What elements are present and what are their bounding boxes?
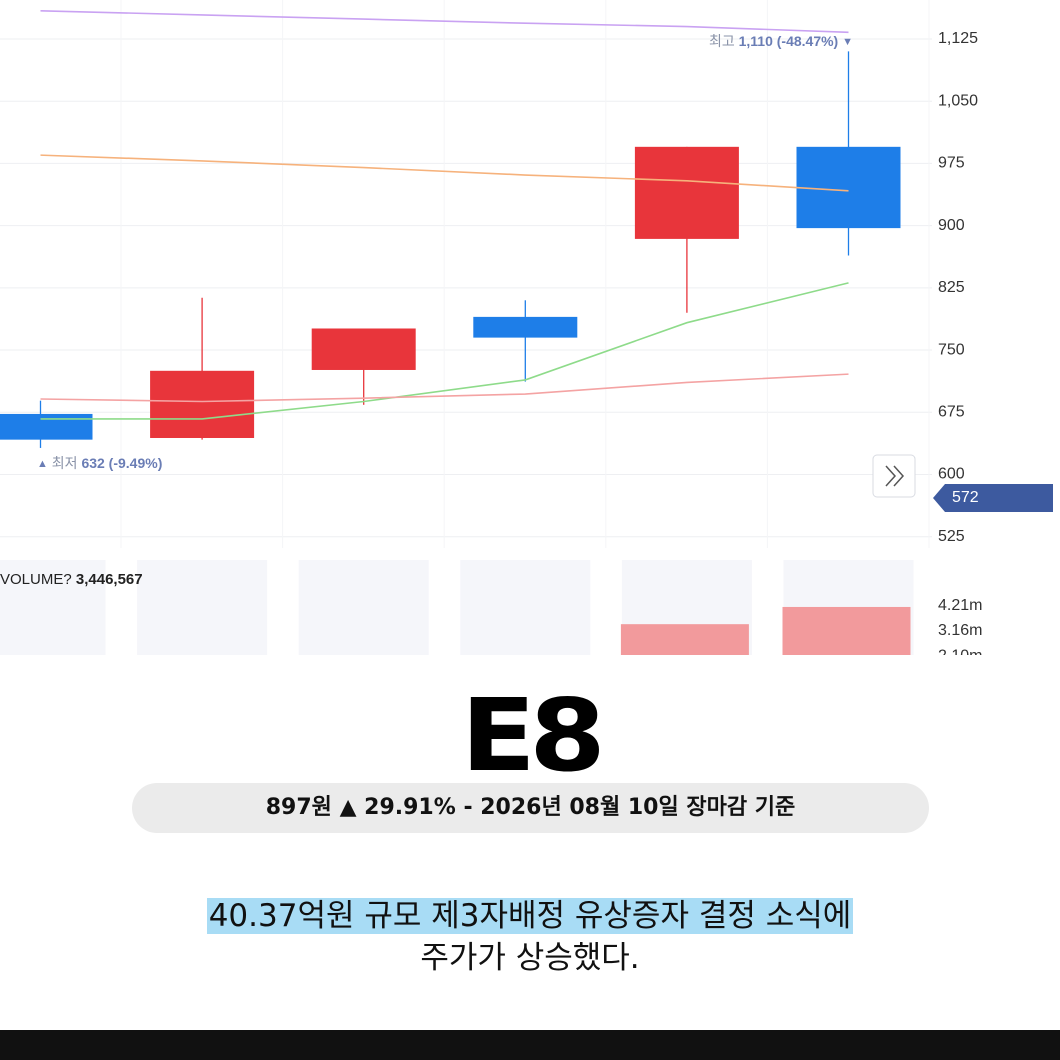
volume-band (460, 560, 591, 655)
y-tick-label: 1,050 (938, 92, 978, 109)
y-tick-label: 750 (938, 341, 965, 358)
volume-band (0, 560, 106, 655)
high-annotation: 최고 1,110 (-48.47%) ▼ (709, 33, 853, 49)
low-annotation: ▲ 최저 632 (-9.49%) (37, 455, 162, 471)
volume-band (137, 560, 268, 655)
volume-tick-label: 4.21m (938, 597, 982, 614)
candle-body (0, 413, 93, 440)
current-price: 572 (952, 489, 979, 506)
volume-title-text: VOLUME? (0, 571, 72, 588)
y-tick-label: 525 (938, 528, 965, 545)
headline: 40.37억원 규모 제3자배정 유상증자 결정 소식에 주가가 상승했다. (0, 895, 1060, 979)
y-tick-label: 1,125 (938, 30, 978, 47)
chart: 4.21m 3.16m 2.10m 525 600 675 750 825 900 975 1,0… (0, 0, 1053, 655)
scroll-icon[interactable] (885, 465, 905, 487)
volume-bar (782, 606, 911, 655)
candle-body (796, 146, 901, 229)
high-label: 1,110 (-48.47%) (739, 33, 839, 49)
volume-readout: 3,446,567 (76, 571, 143, 588)
candle-body (150, 370, 255, 438)
y-tick-label: 825 (938, 279, 965, 296)
low-label: 632 (-9.49%) (81, 455, 162, 471)
headline-line1: 40.37억원 규모 제3자배정 유상증자 결정 소식에 (206, 898, 854, 934)
y-tick-label: 975 (938, 155, 965, 172)
moving-average-line (40, 9, 849, 34)
volume-tick-label: 3.16m (938, 622, 982, 639)
moving-average-line (40, 154, 849, 192)
high-arrow: ▼ (842, 36, 853, 48)
candle-body (473, 316, 578, 338)
y-tick-label: 675 (938, 403, 965, 420)
caption-area: E8 897원 ▲ 29.91% - 2026년 08월 10일 장마감 기준 … (0, 655, 1060, 1060)
price-tag (933, 484, 1053, 512)
high-prefix: 최고 (709, 33, 735, 49)
volume-title: VOLUME? 3,446,567 (0, 571, 143, 588)
headline-line2: 주가가 상승했다. (420, 940, 640, 976)
y-tick-label: 600 (938, 466, 965, 483)
price-summary: 897원 ▲ 29.91% - 2026년 08월 10일 장마감 기준 (132, 783, 929, 833)
low-prefix: 최저 (52, 455, 78, 471)
footer-bar (0, 1030, 1060, 1060)
volume-tick-label: 2.10m (938, 647, 982, 655)
moving-average-line (40, 373, 849, 403)
moving-average-line (40, 282, 849, 420)
low-arrow: ▲ (37, 458, 48, 470)
volume-bar (620, 624, 749, 655)
logo: E8 (460, 677, 606, 794)
scroll-button[interactable] (872, 454, 916, 498)
candle-body (311, 328, 416, 370)
y-tick-label: 900 (938, 217, 965, 234)
candle-body (634, 146, 739, 239)
volume-band (298, 560, 429, 655)
